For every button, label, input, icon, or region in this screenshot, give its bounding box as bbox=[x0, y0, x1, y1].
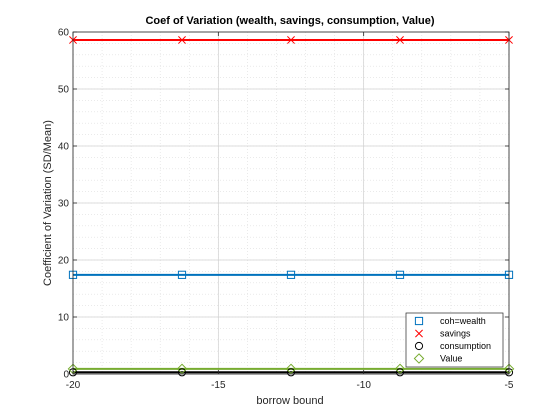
series-point-consumption bbox=[395, 368, 405, 377]
y-tick-label: 60 bbox=[58, 28, 70, 39]
legend-label: Value bbox=[440, 354, 462, 364]
legend-marker-Value bbox=[413, 353, 425, 364]
x-tick-label: -20 bbox=[66, 380, 81, 391]
y-tick-label: 10 bbox=[58, 313, 70, 324]
series-point-savings bbox=[178, 36, 186, 44]
legend-marker-coh=wealth bbox=[414, 316, 424, 326]
y-axis-label: Coefficient of Variation (SD/Mean) bbox=[42, 120, 54, 286]
y-ticks: 0 10 20 30 40 50 60 bbox=[58, 28, 509, 381]
series-point-coh=wealth bbox=[286, 270, 296, 279]
y-tick-label: 30 bbox=[58, 199, 70, 210]
legend-label: consumption bbox=[440, 341, 491, 351]
series-point-savings-stroke-b bbox=[287, 36, 295, 44]
x-ticks: -20 -15 -10 -5 bbox=[66, 32, 514, 391]
x-tick-label: -10 bbox=[356, 380, 371, 391]
series-point-savings-stroke-b bbox=[396, 36, 404, 44]
series-point-coh=wealth bbox=[395, 270, 405, 279]
legend-marker-savings-stroke-b bbox=[415, 329, 423, 338]
legend-marker-savings bbox=[415, 329, 423, 338]
x-tick-label: -5 bbox=[505, 380, 514, 391]
series-markers bbox=[67, 36, 515, 377]
y-tick-label: 0 bbox=[63, 370, 69, 381]
series-point-savings-stroke-b bbox=[178, 36, 186, 44]
series-point-Value bbox=[285, 363, 297, 375]
series-point-savings bbox=[287, 36, 295, 44]
legend-marker-consumption bbox=[414, 341, 424, 351]
series-point-Value bbox=[394, 363, 406, 375]
legend-label: coh=wealth bbox=[440, 316, 486, 326]
series-point-consumption bbox=[286, 368, 296, 377]
legend: coh=wealth savings consumption Value bbox=[405, 312, 504, 368]
y-tick-label: 40 bbox=[58, 142, 70, 153]
series-point-Value bbox=[176, 363, 188, 375]
chart-title: Coef of Variation (wealth, savings, cons… bbox=[145, 15, 434, 27]
series-point-savings bbox=[396, 36, 404, 44]
x-tick-label: -15 bbox=[211, 380, 226, 391]
y-tick-label: 50 bbox=[58, 85, 70, 96]
x-axis-label: borrow bound bbox=[256, 395, 323, 407]
series-point-coh=wealth bbox=[177, 270, 187, 279]
legend-label: savings bbox=[440, 329, 471, 339]
series-point-consumption bbox=[177, 368, 187, 377]
y-tick-label: 20 bbox=[58, 256, 70, 267]
